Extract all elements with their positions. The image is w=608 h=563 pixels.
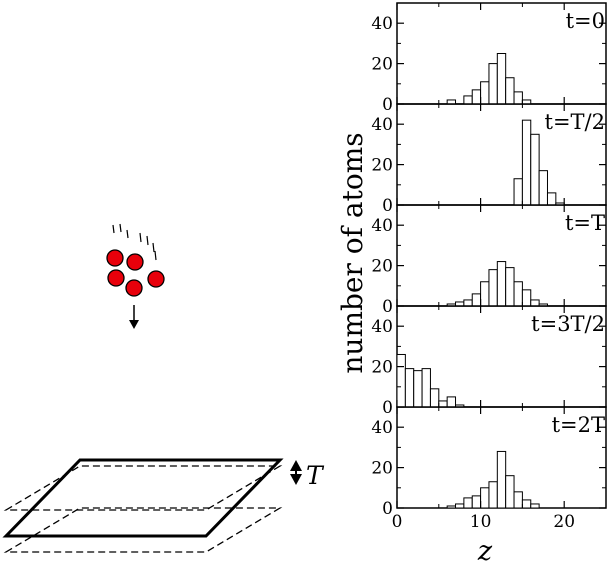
histogram-bar [488, 269, 498, 307]
panel-time-label: t=T [565, 211, 605, 235]
histogram-bar [513, 91, 523, 105]
y-tick-label: 20 [371, 358, 393, 378]
y-tick-label: 40 [371, 418, 393, 438]
x-tick-label: 10 [470, 512, 492, 532]
atom-cluster [106, 249, 165, 297]
histogram-bar [546, 192, 557, 206]
plate-upper-position [3, 465, 283, 511]
histogram-panel: 0 20 40 t=T/2 [371, 103, 607, 216]
histogram-panel: 0 20 40 t=T [371, 204, 607, 317]
histogram-bar [480, 281, 490, 307]
histogram-bar [480, 81, 490, 105]
x-axis-label: z [477, 536, 493, 563]
histogram-bar [429, 388, 440, 408]
histogram-bar [521, 289, 532, 307]
histogram-bar [496, 450, 507, 509]
histogram-bar [471, 495, 482, 509]
histogram-bar [438, 400, 448, 408]
histogram-bar [404, 368, 415, 408]
period-arrow [290, 460, 302, 485]
atom [106, 249, 124, 267]
histogram-bar [446, 396, 457, 408]
y-tick-label: 0 [382, 95, 393, 115]
y-tick-label: 40 [371, 216, 393, 236]
histogram-bar [396, 353, 406, 408]
panel-time-label: t=T/2 [545, 110, 605, 134]
plate-lower-position [3, 507, 283, 553]
histogram-panel: 0 20 40 t=0 [371, 2, 607, 115]
panel-time-label: t=3T/2 [531, 312, 605, 336]
atom [107, 269, 125, 287]
histogram-bar [413, 370, 423, 408]
y-tick-label: 20 [371, 257, 393, 277]
histogram-panel: 0 20 40 t=2T 0 10 20 [371, 406, 607, 532]
histogram-bar [505, 77, 515, 105]
histogram-bar [538, 170, 548, 206]
histogram-bar [471, 89, 482, 105]
histogram-bar [488, 481, 498, 509]
histogram-bar [446, 505, 457, 509]
x-tick-label: 0 [392, 512, 403, 532]
falling-atoms-diagram [106, 223, 165, 329]
y-tick-label: 0 [382, 196, 393, 216]
histogram-bar [530, 299, 540, 307]
histogram-bar [463, 95, 473, 105]
period-label: T [306, 461, 325, 490]
histogram-panel: 0 20 40 t=3T/2 [371, 305, 607, 418]
histogram-bar [530, 133, 540, 206]
histogram-bar [463, 299, 473, 307]
histogram-bar [496, 53, 507, 105]
y-tick-label: 0 [382, 398, 393, 418]
histogram-bar [496, 261, 507, 307]
oscillating-plate-diagram [2, 458, 302, 553]
y-tick-label: 40 [371, 115, 393, 135]
histogram-bar [513, 281, 523, 307]
histogram-bar [421, 368, 431, 408]
down-arrow [129, 305, 139, 329]
histogram-bar [455, 503, 465, 509]
motion-streaks [112, 223, 157, 261]
y-tick-label: 20 [371, 156, 393, 176]
atom [147, 270, 165, 288]
panel-time-label: t=2T [552, 413, 605, 437]
atom [126, 253, 144, 271]
plate-rest-position [2, 458, 284, 538]
x-tick-label: 20 [553, 512, 575, 532]
histogram-bar [530, 503, 540, 509]
y-tick-label: 40 [371, 14, 393, 34]
histogram-bar [521, 499, 532, 509]
y-tick-label: 0 [382, 499, 393, 519]
histogram-bar [513, 491, 523, 509]
histogram-bar [463, 497, 473, 509]
y-tick-label: 40 [371, 317, 393, 337]
histogram-bar [505, 267, 515, 307]
histogram-bar [513, 178, 523, 206]
histogram-bar [471, 293, 482, 307]
histogram-bar [505, 475, 515, 509]
histogram-bar [480, 487, 490, 509]
y-tick-label: 0 [382, 297, 393, 317]
y-tick-label: 20 [371, 55, 393, 75]
y-tick-label: 20 [371, 459, 393, 479]
histogram-bar [488, 63, 498, 105]
y-axis-label: number of atoms [336, 132, 369, 373]
atom [125, 279, 143, 297]
histogram-panels: 0 20 40 t=0 0 20 40 t=T/2 0 20 40 t=T 0 20 40 t=3T/2 0 20… [371, 2, 607, 532]
panel-time-label: t=0 [566, 9, 605, 33]
histogram-bar [521, 119, 532, 206]
